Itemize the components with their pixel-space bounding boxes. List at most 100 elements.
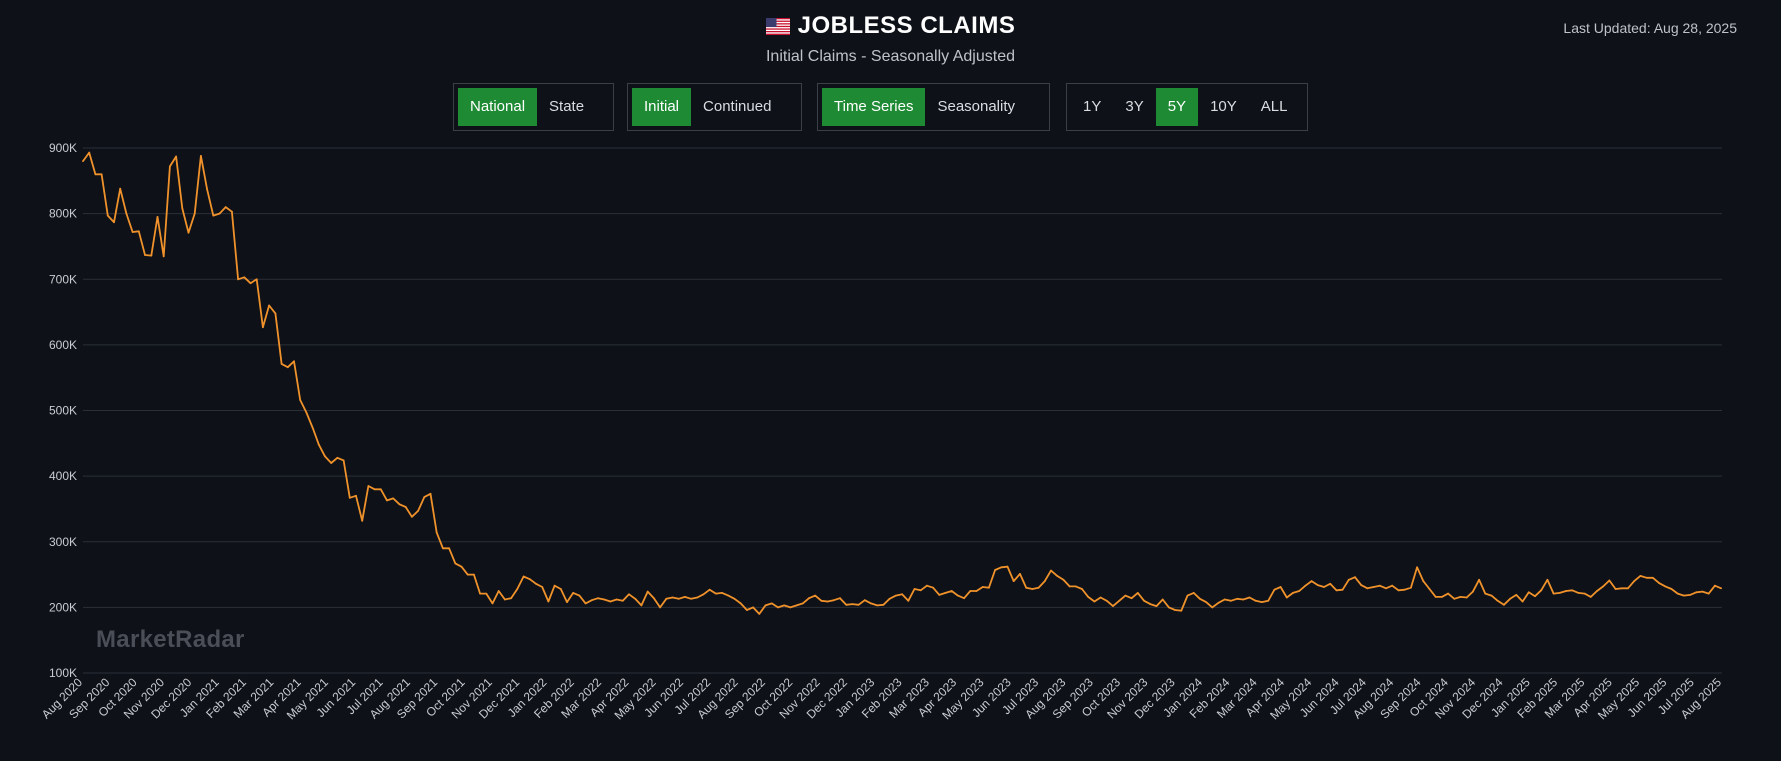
- data-point: [1043, 580, 1046, 582]
- data-point: [839, 597, 841, 600]
- data-point: [1583, 592, 1586, 595]
- data-point: [94, 173, 97, 176]
- data-point: [1397, 589, 1400, 592]
- data-point: [460, 565, 463, 568]
- data-point: [615, 598, 618, 601]
- y-tick-label: 100K: [49, 666, 77, 680]
- data-point: [193, 212, 196, 215]
- data-point: [311, 426, 314, 429]
- data-point: [1602, 585, 1605, 588]
- data-point: [758, 613, 761, 615]
- data-point: [293, 360, 295, 363]
- data-point: [715, 592, 717, 595]
- data-point: [479, 592, 481, 595]
- initial-button[interactable]: Initial: [632, 88, 692, 126]
- data-point: [367, 485, 370, 487]
- data-point: [1186, 594, 1189, 597]
- data-point: [572, 592, 575, 594]
- data-point: [1509, 597, 1511, 600]
- data-point: [727, 594, 730, 597]
- data-point: [603, 598, 606, 601]
- data-point: [1099, 596, 1102, 599]
- data-point: [752, 606, 754, 609]
- data-point: [1354, 576, 1356, 579]
- data-point: [1490, 594, 1493, 597]
- time-series-button[interactable]: Time Series: [822, 88, 926, 126]
- data-point: [454, 562, 457, 565]
- data-point: [1062, 578, 1065, 581]
- data-point: [125, 212, 128, 215]
- range-5y-button[interactable]: 5Y: [1155, 88, 1199, 126]
- range-all-button[interactable]: ALL: [1260, 98, 1288, 115]
- data-point: [361, 519, 364, 522]
- range-1y-button[interactable]: 1Y: [1083, 98, 1102, 115]
- data-point: [1149, 603, 1152, 605]
- data-point: [1403, 588, 1406, 591]
- data-point: [243, 276, 246, 279]
- data-point: [801, 602, 804, 605]
- data-point: [1652, 576, 1654, 579]
- data-point: [634, 597, 637, 600]
- seasonality-button[interactable]: Seasonality: [937, 98, 1016, 115]
- data-point: [547, 600, 550, 603]
- data-point: [826, 600, 829, 603]
- data-point: [1347, 578, 1350, 581]
- data-point: [1658, 582, 1660, 584]
- range-toggle-group: 1Y 3Y 5Y 10Y ALL: [1066, 83, 1308, 131]
- view-toggle-group: Time Series Seasonality: [817, 83, 1050, 131]
- data-point: [584, 602, 587, 605]
- state-button[interactable]: State: [549, 98, 585, 115]
- data-point: [932, 586, 934, 589]
- data-point: [1006, 565, 1009, 568]
- data-point: [181, 207, 184, 210]
- data-point: [1118, 599, 1121, 602]
- y-tick-label: 900K: [49, 141, 77, 155]
- data-point: [1689, 594, 1691, 596]
- watermark-logo: MarketRadar: [96, 626, 245, 653]
- last-updated-text: Last Updated: Aug 28, 2025: [1563, 20, 1737, 36]
- data-point: [708, 588, 711, 591]
- data-point: [516, 588, 519, 590]
- data-point: [888, 597, 891, 600]
- data-point: [206, 188, 209, 191]
- data-point: [1422, 580, 1425, 582]
- data-point: [1273, 588, 1276, 591]
- range-10y-button[interactable]: 10Y: [1210, 98, 1237, 115]
- data-point: [1695, 591, 1698, 594]
- data-point: [88, 151, 91, 154]
- data-point: [355, 494, 357, 497]
- data-point: [249, 282, 252, 285]
- data-point: [491, 602, 494, 605]
- data-point: [485, 592, 488, 595]
- data-point: [504, 598, 506, 601]
- data-point: [783, 604, 786, 607]
- data-point: [1534, 595, 1536, 598]
- data-point: [1068, 585, 1071, 588]
- data-point: [1428, 588, 1431, 590]
- data-point: [746, 609, 748, 611]
- data-point: [690, 597, 692, 600]
- data-point: [1614, 588, 1617, 590]
- data-point: [1589, 596, 1592, 598]
- data-point: [1645, 576, 1648, 579]
- continued-button[interactable]: Continued: [703, 98, 772, 115]
- data-point: [1050, 569, 1052, 572]
- national-button[interactable]: National: [458, 88, 538, 126]
- range-3y-button[interactable]: 3Y: [1125, 98, 1144, 115]
- data-point: [1577, 592, 1580, 594]
- data-point: [1081, 588, 1083, 590]
- data-point: [305, 411, 308, 414]
- data-point: [1056, 575, 1059, 577]
- data-point: [1639, 575, 1642, 577]
- data-point: [280, 363, 283, 365]
- data-point: [274, 312, 277, 315]
- data-point: [944, 592, 947, 594]
- y-axis-ticks: 100K 200K 300K 400K 500K 600K 700K 800K 900K: [49, 141, 77, 680]
- data-point: [1385, 587, 1387, 590]
- data-point: [1465, 596, 1468, 599]
- data-point: [559, 588, 562, 590]
- data-point: [1267, 599, 1270, 602]
- data-point: [1707, 592, 1710, 595]
